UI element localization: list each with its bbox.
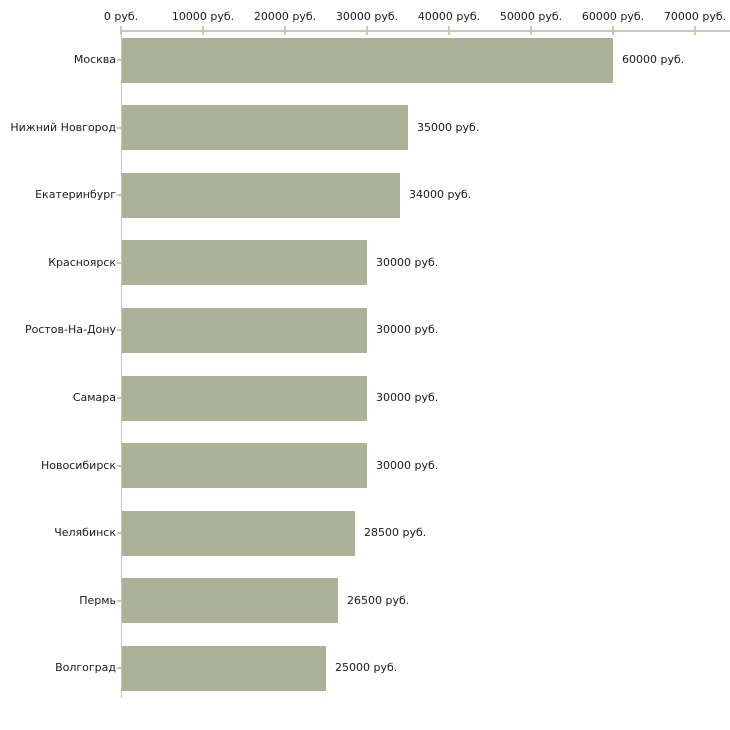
category-tick — [117, 127, 122, 129]
x-axis-tick — [612, 26, 614, 35]
x-axis-line — [121, 30, 730, 32]
value-label: 30000 руб. — [376, 391, 439, 404]
x-axis-tick-label: 40000 руб. — [417, 10, 481, 23]
x-axis-tick-label: 0 руб. — [103, 10, 139, 23]
x-axis-tick-label: 10000 руб. — [171, 10, 235, 23]
bar — [122, 511, 355, 556]
bar — [122, 38, 613, 83]
category-tick — [117, 262, 122, 264]
category-tick — [117, 667, 122, 669]
value-label: 30000 руб. — [376, 323, 439, 336]
category-label: Самара — [72, 391, 116, 404]
x-axis-tick — [120, 26, 122, 35]
value-label: 35000 руб. — [417, 121, 480, 134]
x-axis-tick — [202, 26, 204, 35]
x-axis-tick-label: 20000 руб. — [253, 10, 317, 23]
category-label: Красноярск — [48, 256, 116, 269]
value-label: 25000 руб. — [335, 661, 398, 674]
bar — [122, 240, 367, 285]
category-label: Екатеринбург — [35, 188, 116, 201]
bar — [122, 105, 408, 150]
category-tick — [117, 397, 122, 399]
category-label: Челябинск — [54, 526, 116, 539]
category-tick — [117, 600, 122, 602]
value-label: 60000 руб. — [622, 53, 685, 66]
x-axis-tick-label: 70000 руб. — [663, 10, 727, 23]
value-label: 30000 руб. — [376, 256, 439, 269]
x-axis-tick — [284, 26, 286, 35]
bar — [122, 376, 367, 421]
category-tick — [117, 59, 122, 61]
category-label: Ростов-На-Дону — [24, 323, 116, 336]
category-tick — [117, 465, 122, 467]
category-label: Волгоград — [55, 661, 116, 674]
x-axis-tick — [530, 26, 532, 35]
y-axis-line — [121, 30, 122, 698]
x-axis-tick-label: 60000 руб. — [581, 10, 645, 23]
bar — [122, 308, 367, 353]
category-label: Новосибирск — [40, 459, 116, 472]
x-axis-tick-label: 50000 руб. — [499, 10, 563, 23]
bar — [122, 646, 326, 691]
x-axis-tick — [366, 26, 368, 35]
bar — [122, 578, 338, 623]
x-axis-tick — [694, 26, 696, 35]
category-label: Нижний Новгород — [10, 121, 116, 134]
value-label: 28500 руб. — [364, 526, 427, 539]
bar — [122, 173, 400, 218]
category-tick — [117, 329, 122, 331]
x-axis-tick-label: 30000 руб. — [335, 10, 399, 23]
bar — [122, 443, 367, 488]
value-label: 30000 руб. — [376, 459, 439, 472]
x-axis-tick — [448, 26, 450, 35]
category-label: Москва — [73, 53, 116, 66]
value-label: 26500 руб. — [347, 594, 410, 607]
category-tick — [117, 194, 122, 196]
category-label: Пермь — [79, 594, 116, 607]
category-tick — [117, 532, 122, 534]
value-label: 34000 руб. — [409, 188, 472, 201]
